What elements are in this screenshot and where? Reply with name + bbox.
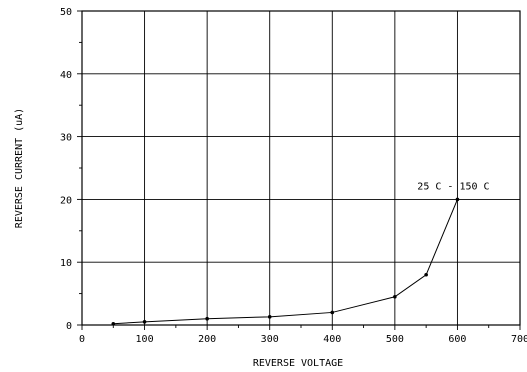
x-tick-label: 700: [511, 334, 527, 345]
plot-frame: [81, 10, 521, 326]
x-tick-label: 200: [198, 334, 216, 345]
x-tick-label: 400: [323, 334, 341, 345]
data-point: [267, 315, 272, 319]
data-point: [424, 272, 428, 277]
data-point: [142, 320, 147, 324]
grid-lines: [81, 10, 521, 326]
y-tick-label: 0: [66, 321, 72, 332]
y-tick-label: 50: [60, 7, 72, 18]
series-annotation: 25 C - 150 C: [417, 181, 489, 192]
x-tick-label: 0: [79, 334, 85, 345]
x-axis-ticks: 0 100 200 300 400 500 600 700: [79, 325, 527, 345]
y-tick-label: 40: [60, 70, 72, 81]
data-point: [205, 316, 209, 321]
annotations: 25 C - 150 C: [417, 181, 489, 192]
x-axis-label: REVERSE VOLTAGE: [253, 358, 343, 369]
x-tick-label: 100: [136, 334, 154, 345]
data-point: [393, 294, 397, 299]
y-tick-label: 20: [60, 195, 72, 206]
y-tick-label: 30: [60, 133, 72, 144]
series-line: [113, 199, 458, 325]
series-layer: [111, 197, 460, 326]
x-tick-label: 300: [261, 334, 279, 345]
y-axis-ticks: 0 10 20 30 40 50: [60, 7, 82, 332]
data-point: [330, 310, 335, 315]
data-point: [111, 321, 116, 326]
y-tick-label: 10: [60, 258, 72, 269]
x-tick-label: 500: [386, 334, 404, 345]
data-point: [455, 197, 460, 202]
x-tick-label: 600: [448, 334, 466, 345]
y-axis-label: REVERSE CURRENT (uA): [14, 108, 25, 228]
